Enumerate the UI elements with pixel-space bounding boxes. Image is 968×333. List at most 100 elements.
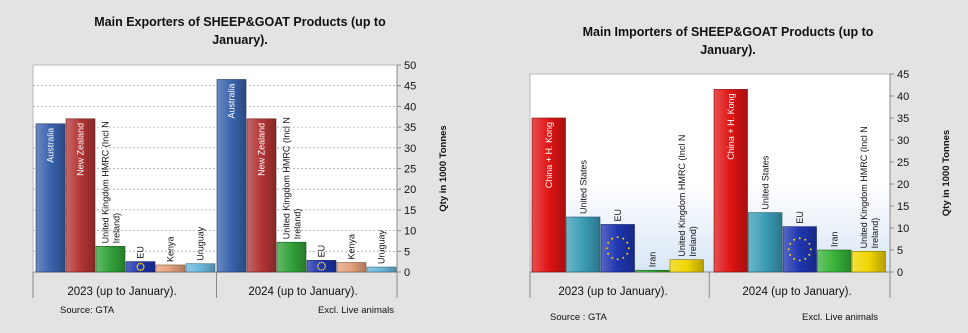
bar-united-kingdom-hmrc-incl-n-ireland: United Kingdom HMRC (Incl NIreland)	[851, 126, 886, 273]
bar-united-kingdom-hmrc-incl-n-ireland-2	[851, 251, 886, 273]
bar-iran: Iran	[817, 231, 852, 273]
bar-kenya-1	[155, 264, 186, 273]
eu-flag-star	[318, 268, 321, 271]
source-note: Source: GTA	[60, 305, 115, 316]
eu-flag-star	[789, 253, 792, 256]
source-note: Source : GTA	[550, 312, 608, 323]
bar-label: Iran	[829, 231, 839, 247]
x-category-label: 2024 (up to January).	[248, 286, 357, 298]
bar-label: United Kingdom HMRC (Incl NIreland)	[101, 121, 122, 243]
eu-flag-star	[616, 236, 619, 239]
bar-kenya: Kenya	[155, 236, 186, 273]
bar-eu: EU	[600, 209, 635, 273]
eu-flag-star	[808, 253, 811, 256]
bar-new-zealand: New Zealand	[246, 118, 277, 273]
y-tick-label: 5	[897, 245, 903, 257]
eu-flag-star	[626, 241, 629, 244]
y-tick-label: 35	[897, 113, 909, 125]
bar-label: Kenya	[166, 236, 176, 262]
y-tick-label: 40	[404, 101, 416, 113]
bar-uruguay-2	[366, 266, 397, 273]
bar-china-h-kong-1	[531, 117, 566, 273]
eu-flag-star	[318, 262, 321, 264]
bar-australia: Australia	[35, 123, 66, 273]
bar-label: EU	[317, 245, 327, 258]
eu-flag-star	[607, 252, 610, 255]
bar-australia: Australia	[216, 79, 247, 273]
eu-flag-star	[804, 257, 807, 260]
y-axis-label: Qty in 1000 Tonnes	[438, 125, 449, 211]
y-tick-label: 10	[404, 226, 416, 238]
bar-united-kingdom-hmrc-incl-n-ireland: United Kingdom HMRC (Incl NIreland)	[95, 121, 126, 273]
y-tick-label: 45	[897, 69, 909, 81]
eu-flag-star	[137, 263, 140, 265]
y-tick-label: 45	[404, 81, 416, 93]
x-category-label: 2024 (up to January).	[742, 286, 851, 298]
bar-label: United States	[578, 159, 588, 214]
exclusion-note: Excl. Live animals	[318, 305, 394, 316]
eu-flag-star	[611, 256, 614, 259]
y-tick-label: 30	[897, 135, 909, 147]
eu-flag-star	[789, 242, 792, 245]
y-tick-label: 20	[897, 179, 909, 191]
bar-new-zealand-2	[246, 118, 277, 273]
bar-label: Uruguay	[196, 226, 206, 261]
y-tick-label: 40	[897, 91, 909, 103]
eu-flag-star	[317, 263, 319, 266]
eu-flag-star	[322, 262, 325, 264]
eu-flag-star	[793, 238, 796, 241]
bar-label: China + H. Kong	[544, 122, 554, 188]
bar-eu: EU	[125, 246, 156, 273]
bar-united-kingdom-hmrc-incl-n-ireland: United Kingdom HMRC (Incl NIreland)	[669, 135, 704, 273]
eu-flag-star	[320, 269, 323, 271]
chart-title: Main Importers of SHEEP&GOAT Products (u…	[583, 25, 874, 57]
bar-united-states-1	[566, 216, 601, 273]
bar-uruguay: Uruguay	[185, 226, 216, 273]
eu-flag-star	[798, 259, 801, 262]
x-category-label: 2023 (up to January).	[67, 286, 176, 298]
y-tick-label: 0	[404, 267, 410, 279]
eu-flag-star	[607, 241, 610, 244]
bar-label: EU	[136, 246, 146, 259]
bar-eu-1	[125, 261, 156, 273]
bar-label: New Zealand	[257, 123, 267, 176]
eu-flag-star	[142, 264, 145, 266]
bar-label: EU	[795, 211, 805, 224]
y-tick-label: 15	[897, 201, 909, 213]
bar-label: United Kingdom HMRC (Incl NIreland)	[282, 117, 303, 239]
chart-title: Main Exporters of SHEEP&GOAT Products (u…	[94, 15, 386, 47]
eu-flag-star	[136, 264, 139, 266]
bar-china-h-kong-2	[713, 89, 748, 273]
bar-united-kingdom-hmrc-incl-n-ireland: United Kingdom HMRC (Incl NIreland)	[276, 117, 307, 273]
eu-flag-star	[324, 267, 326, 269]
eu-flag-star	[787, 248, 790, 251]
bar-label: Australia	[227, 83, 237, 118]
eu-flag-star	[804, 238, 807, 241]
y-tick-label: 5	[404, 246, 410, 258]
exporters-chart: Main Exporters of SHEEP&GOAT Products (u…	[32, 15, 449, 316]
y-tick-label: 20	[404, 184, 416, 196]
eu-flag-star	[141, 268, 144, 271]
eu-flag-star	[616, 258, 619, 261]
x-category-label: 2023 (up to January).	[558, 286, 667, 298]
bar-united-states: United States	[748, 155, 783, 273]
eu-flag-star	[143, 266, 145, 268]
y-axis-label: Qty in 1000 Tonnes	[941, 130, 952, 216]
eu-flag-star	[139, 262, 142, 265]
eu-flag-star	[317, 267, 319, 269]
bar-new-zealand: New Zealand	[65, 118, 96, 273]
bar-label: EU	[613, 209, 623, 222]
bar-united-states: United States	[566, 159, 601, 273]
bar-united-states-2	[748, 212, 783, 273]
bar-label: United Kingdom HMRC (Incl NIreland)	[859, 126, 880, 248]
bar-new-zealand-1	[65, 118, 96, 273]
eu-flag-star	[139, 269, 142, 272]
bar-kenya: Kenya	[336, 234, 367, 273]
y-tick-label: 25	[897, 157, 909, 169]
eu-flag-star	[605, 247, 608, 250]
eu-flag-star	[322, 268, 325, 271]
y-tick-label: 15	[404, 205, 416, 217]
eu-flag-star	[324, 263, 326, 266]
eu-flag-star	[798, 237, 801, 240]
